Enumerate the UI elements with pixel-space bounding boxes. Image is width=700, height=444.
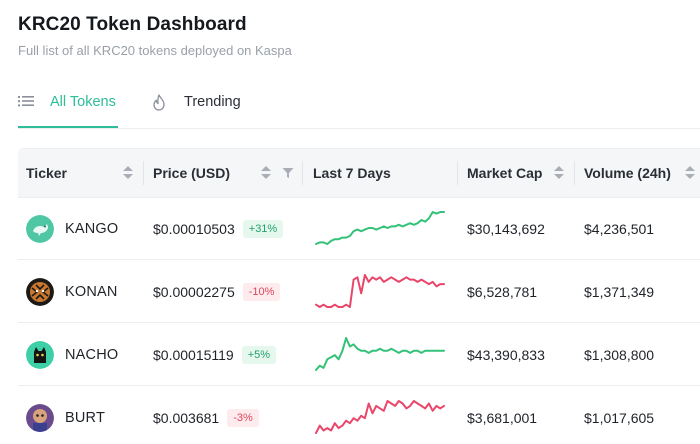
table-header: Ticker Price (USD) Last 7 Days Market Ca… [18,148,700,198]
volume-value: $1,017,605 [584,410,655,426]
table-row[interactable]: NACHO $0.00015119 +5% $43,390,833 $1,308… [18,324,700,386]
volume-cell: $1,308,800 [584,324,654,386]
market-cap-value: $43,390,833 [467,347,545,363]
market-cap-cell: $30,143,692 [467,198,545,260]
ticker-name: KONAN [65,284,118,300]
filter-icon[interactable] [282,167,294,179]
price-cell: $0.00010503 +31% [153,198,284,260]
column-header-price[interactable]: Price (USD) [153,149,230,197]
price-change-badge: -10% [242,283,281,301]
column-divider [302,161,303,185]
price-cell: $0.003681 -3% [153,387,259,444]
table-row[interactable]: KANGO $0.00010503 +31% $30,143,692 $4,23… [18,198,700,260]
price-value: $0.003681 [153,410,220,426]
volume-cell: $4,236,501 [584,198,654,260]
column-title: Market Cap [467,165,543,181]
price-value: $0.00010503 [153,221,235,237]
market-cap-value: $3,681,001 [467,410,538,426]
volume-value: $4,236,501 [584,221,655,237]
ticker-cell[interactable]: NACHO [26,324,118,386]
price-value: $0.00015119 [153,347,234,363]
column-header-last-7-days: Last 7 Days [313,149,391,197]
price-value: $0.00002275 [153,284,235,300]
tab-bar: All Tokens Trending [18,88,700,130]
active-tab-indicator [18,126,118,128]
volume-cell: $1,371,349 [584,261,654,323]
sparkline-line [315,337,445,371]
market-cap-cell: $43,390,833 [467,324,545,386]
sort-price-icon[interactable] [261,166,271,180]
page-subtitle: Full list of all KRC20 tokens deployed o… [18,43,292,58]
sparkline-line [315,274,445,308]
column-title: Last 7 Days [313,165,391,181]
sort-ticker-icon[interactable] [123,166,133,180]
column-title: Ticker [26,165,67,181]
price-cell: $0.00002275 -10% [153,261,281,323]
tab-label: All Tokens [50,94,116,110]
sort-volume-icon[interactable] [685,166,695,180]
list-icon [18,94,36,112]
table-row[interactable]: KONAN $0.00002275 -10% $6,528,781 $1,371… [18,261,700,323]
price-cell: $0.00015119 +5% [153,324,277,386]
column-divider [457,161,458,185]
volume-value: $1,371,349 [584,284,655,300]
sparkline-line [315,211,445,245]
volume-value: $1,308,800 [584,347,655,363]
sparkline-chart [315,211,445,245]
ticker-cell[interactable]: KANGO [26,198,118,260]
table-row[interactable]: BURT $0.003681 -3% $3,681,001 $1,017,605 [18,387,700,444]
sparkline-chart [315,337,445,371]
ticker-cell[interactable]: KONAN [26,261,118,323]
sort-market-cap-icon[interactable] [554,166,564,180]
kango-avatar [26,215,54,243]
sparkline-chart [315,274,445,308]
price-change-badge: +31% [242,220,284,238]
flame-icon [152,94,170,115]
page-title: KRC20 Token Dashboard [18,14,247,35]
ticker-cell[interactable]: BURT [26,387,105,444]
burt-avatar [26,404,54,432]
ticker-name: NACHO [65,347,119,363]
tab-label: Trending [184,94,241,110]
price-change-badge: -3% [227,409,259,427]
volume-cell: $1,017,605 [584,387,654,444]
column-header-ticker[interactable]: Ticker [26,149,67,197]
ticker-name: KANGO [65,221,119,237]
tab-all-tokens[interactable]: All Tokens [18,88,118,129]
column-divider [143,161,144,185]
tab-divider [18,128,700,129]
column-title: Price (USD) [153,165,231,181]
tab-trending[interactable]: Trending [152,88,262,129]
nacho-avatar [26,341,54,369]
market-cap-value: $30,143,692 [467,221,545,237]
market-cap-value: $6,528,781 [467,284,538,300]
sparkline-line [315,400,445,434]
market-cap-cell: $6,528,781 [467,261,537,323]
column-header-market-cap[interactable]: Market Cap [467,149,542,197]
price-change-badge: +5% [241,346,277,364]
konan-avatar [26,278,54,306]
market-cap-cell: $3,681,001 [467,387,537,444]
column-header-volume[interactable]: Volume (24h) [584,149,671,197]
column-title: Volume (24h) [584,165,671,181]
ticker-name: BURT [65,410,106,426]
sparkline-chart [315,400,445,434]
column-divider [574,161,575,185]
